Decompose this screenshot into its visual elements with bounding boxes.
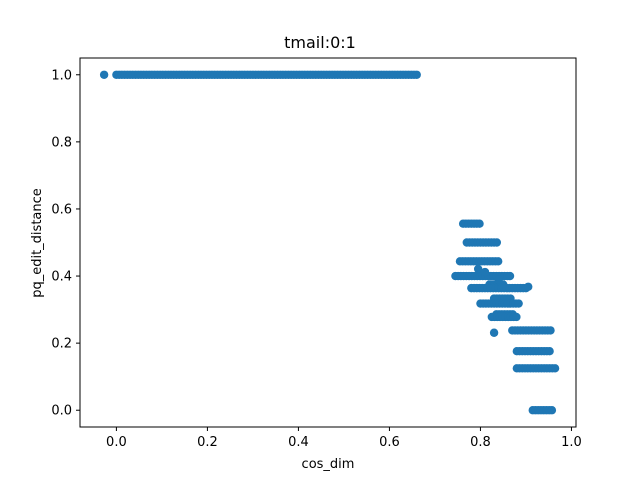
y-tick-label: 0.8 — [51, 135, 72, 150]
y-tick-label: 1.0 — [51, 68, 72, 83]
x-tick-label: 0.2 — [197, 435, 218, 450]
data-point — [494, 275, 503, 284]
data-point — [505, 271, 515, 281]
y-axis: 0.0 0.2 0.4 0.6 0.8 1.0 — [51, 68, 80, 419]
data-point — [545, 346, 554, 356]
y-tick-label: 0.2 — [51, 337, 72, 352]
data-point — [524, 282, 533, 291]
data-point — [480, 267, 490, 277]
x-tick-label: 0.8 — [470, 435, 491, 450]
chart-title: tmail:0:1 — [284, 33, 356, 52]
x-axis-label: cos_dim — [302, 457, 355, 472]
x-tick-label: 0.4 — [288, 435, 309, 450]
y-tick-label: 0.4 — [51, 270, 72, 285]
data-point — [514, 299, 523, 308]
data-point — [99, 70, 109, 79]
y-tick-label: 0.0 — [51, 404, 72, 419]
x-axis: 0.0 0.2 0.4 0.6 0.8 1.0 — [106, 427, 582, 450]
data-point — [512, 312, 521, 322]
data-point — [412, 70, 421, 79]
data-point — [475, 219, 484, 228]
y-tick-label: 0.6 — [51, 202, 72, 217]
x-tick-label: 1.0 — [561, 435, 582, 450]
x-tick-label: 0.0 — [106, 435, 127, 450]
data-point — [546, 326, 555, 335]
x-tick-label: 0.6 — [379, 435, 400, 450]
data-point — [547, 406, 557, 415]
y-axis-label: pq_edit_distance — [30, 188, 45, 298]
plot-frame — [79, 57, 577, 428]
data-point — [550, 364, 560, 373]
data-point — [473, 264, 483, 274]
data-point — [489, 328, 499, 337]
data-points — [99, 70, 560, 415]
data-point — [493, 257, 503, 266]
data-point — [492, 238, 502, 247]
